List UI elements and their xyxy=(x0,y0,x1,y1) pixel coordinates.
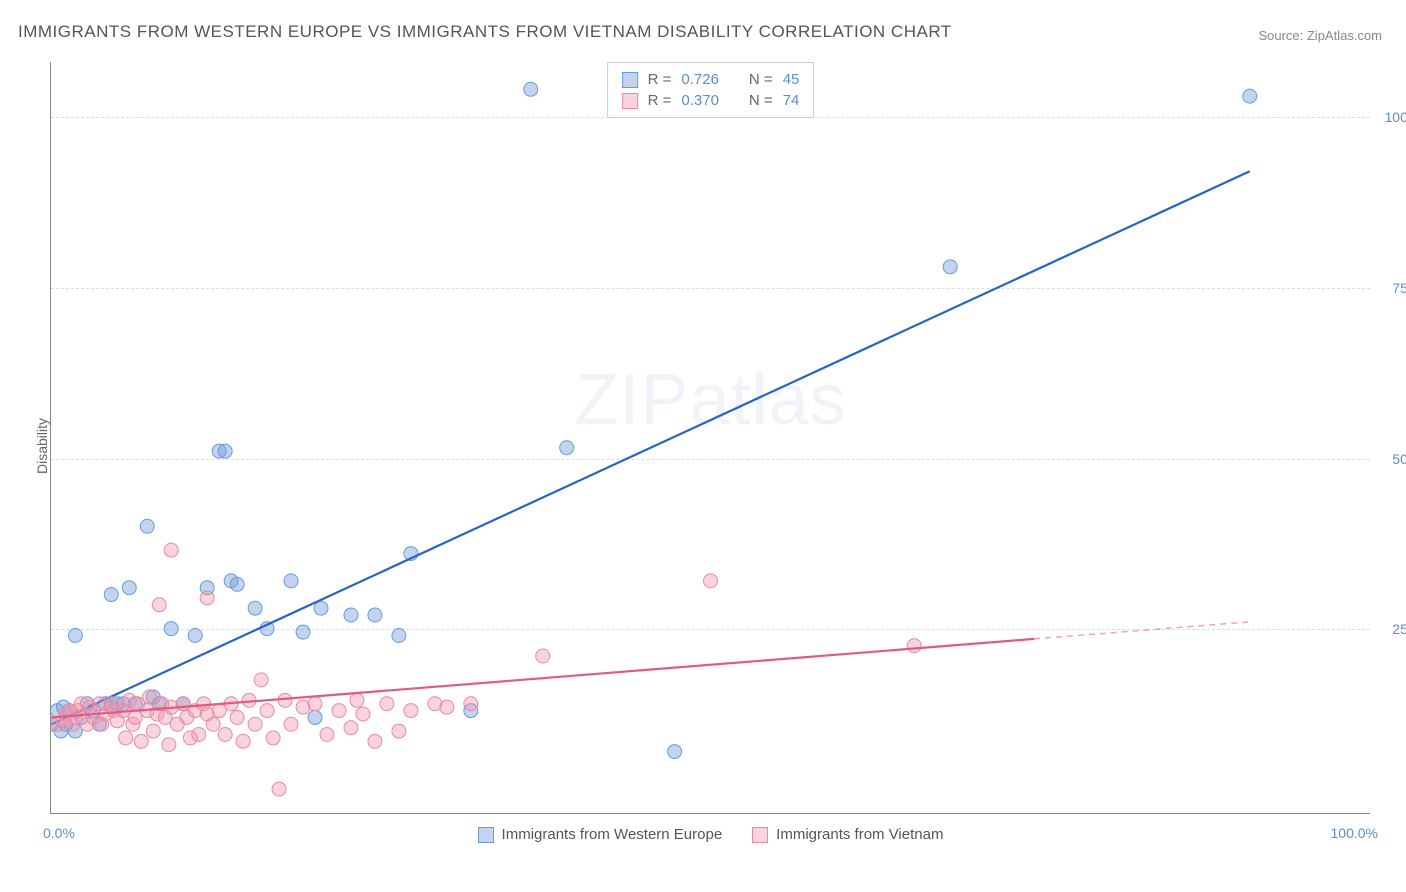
legend-series: Immigrants from Western Europe Immigrant… xyxy=(478,826,944,843)
chart-title: IMMIGRANTS FROM WESTERN EUROPE VS IMMIGR… xyxy=(18,22,952,42)
x-tick-min: 0.0% xyxy=(43,825,75,841)
n-label: N = xyxy=(749,92,773,109)
n-value-vietnam: 74 xyxy=(783,92,800,109)
legend-item-vietnam: Immigrants from Vietnam xyxy=(752,826,943,843)
legend-row-western-europe: R = 0.726 N = 45 xyxy=(622,69,800,90)
r-value-western-europe: 0.726 xyxy=(681,71,719,88)
swatch-vietnam xyxy=(752,827,768,843)
swatch-western-europe xyxy=(478,827,494,843)
n-value-western-europe: 45 xyxy=(783,71,800,88)
legend-item-western-europe: Immigrants from Western Europe xyxy=(478,826,723,843)
r-value-vietnam: 0.370 xyxy=(681,92,719,109)
correlation-chart: IMMIGRANTS FROM WESTERN EUROPE VS IMMIGR… xyxy=(0,0,1406,892)
y-axis-label: Disability xyxy=(34,418,50,474)
series-label-western-europe: Immigrants from Western Europe xyxy=(502,826,723,843)
y-tick-label: 25.0% xyxy=(1376,621,1406,637)
y-tick-label: 100.0% xyxy=(1376,109,1406,125)
swatch-vietnam xyxy=(622,93,638,109)
plot-area: ZIPatlas 25.0%50.0%75.0%100.0% 0.0% 100.… xyxy=(50,62,1370,814)
series-label-vietnam: Immigrants from Vietnam xyxy=(776,826,943,843)
x-tick-max: 100.0% xyxy=(1331,825,1378,841)
legend-stats-box: R = 0.726 N = 45 R = 0.370 N = 74 xyxy=(607,62,815,118)
scatter-svg xyxy=(51,62,1370,813)
y-tick-label: 50.0% xyxy=(1376,451,1406,467)
y-tick-label: 75.0% xyxy=(1376,280,1406,296)
r-label: R = xyxy=(648,71,672,88)
n-label: N = xyxy=(749,71,773,88)
source-attribution: Source: ZipAtlas.com xyxy=(1258,28,1382,43)
r-label: R = xyxy=(648,92,672,109)
legend-row-vietnam: R = 0.370 N = 74 xyxy=(622,90,800,111)
swatch-western-europe xyxy=(622,72,638,88)
